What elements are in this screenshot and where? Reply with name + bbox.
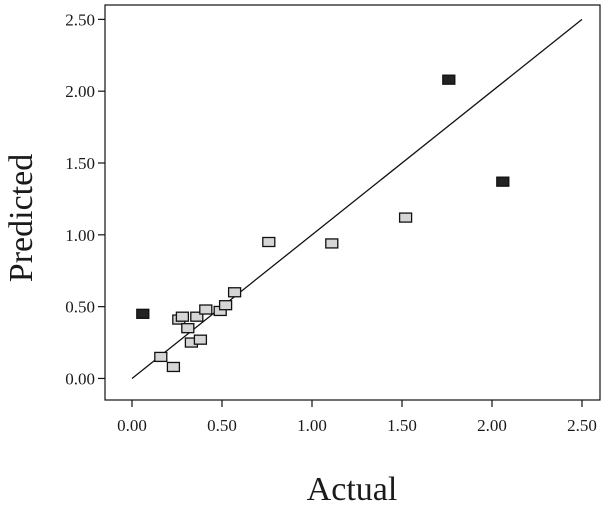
- data-point: [496, 176, 510, 187]
- x-tick-label: 0.50: [207, 416, 237, 435]
- data-points: [136, 74, 510, 373]
- data-point: [136, 308, 150, 319]
- y-tick-label: 0.00: [65, 369, 95, 388]
- y-axis-label: Predicted: [3, 154, 40, 282]
- x-tick-label: 1.50: [387, 416, 417, 435]
- data-point: [166, 361, 181, 373]
- y-tick-label: 2.50: [65, 10, 95, 29]
- data-point: [181, 323, 195, 334]
- data-point: [218, 300, 233, 311]
- x-tick-label: 0.00: [117, 416, 147, 435]
- data-point: [190, 311, 204, 322]
- data-point: [398, 212, 413, 223]
- y-tick-label: 0.50: [65, 298, 95, 317]
- y-tick-label: 1.00: [65, 226, 95, 245]
- x-tick-label: 2.00: [477, 416, 507, 435]
- y-axis: 0.00 0.50 1.00 1.50 2.00 2.50: [65, 10, 105, 388]
- y-tick-label: 2.00: [65, 82, 95, 101]
- data-point: [193, 334, 208, 345]
- y-tick-label: 1.50: [65, 154, 95, 173]
- data-point: [175, 311, 190, 322]
- reference-line: [131, 18, 583, 379]
- data-point: [442, 74, 456, 85]
- data-point: [325, 238, 339, 249]
- x-axis-label: Actual: [307, 471, 398, 505]
- data-point: [154, 351, 168, 363]
- x-axis: 0.00 0.50 1.00 1.50 2.00 2.50: [117, 400, 597, 435]
- x-tick-label: 2.50: [567, 416, 597, 435]
- data-point: [227, 287, 242, 298]
- x-tick-label: 1.00: [297, 416, 327, 435]
- data-point: [262, 236, 276, 248]
- data-point: [199, 304, 213, 315]
